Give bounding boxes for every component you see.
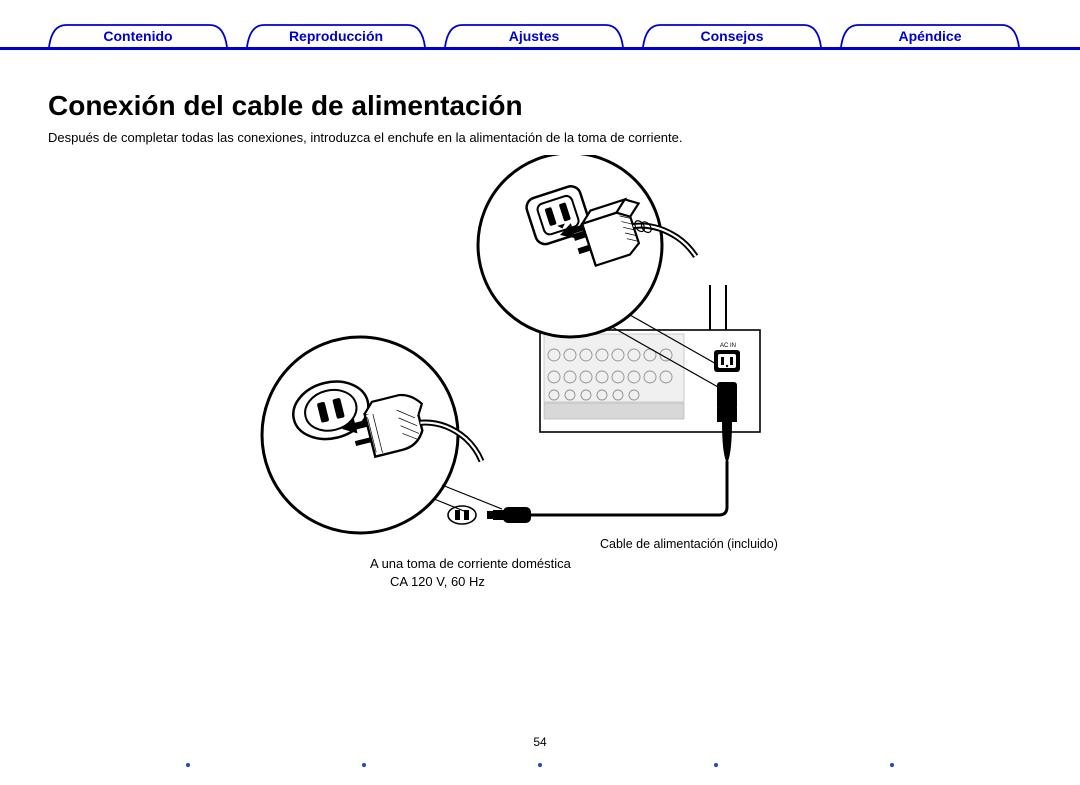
ac-in-label: AC IN [720, 343, 736, 349]
footer-dot [714, 763, 718, 767]
tab-label: Contenido [103, 28, 172, 44]
caption-spec: CA 120 V, 60 Hz [390, 574, 485, 589]
tab-label: Ajustes [509, 28, 560, 44]
page-title: Conexión del cable de alimentación [48, 90, 1032, 122]
nav-tabs: Contenido Reproducción Ajustes Consejos … [0, 24, 1080, 48]
tab-contenido[interactable]: Contenido [48, 24, 228, 48]
tab-label: Reproducción [289, 28, 383, 44]
nav-container: Contenido Reproducción Ajustes Consejos … [0, 24, 1080, 72]
caption-outlet: A una toma de corriente doméstica [370, 556, 571, 571]
tab-reproduccion[interactable]: Reproducción [246, 24, 426, 48]
intro-text: Después de completar todas las conexione… [48, 130, 1032, 145]
diagram-area: AC IN [220, 155, 860, 605]
footer-dot [362, 763, 366, 767]
wall-plug-mini [488, 508, 530, 522]
tab-label: Apéndice [898, 28, 961, 44]
tab-consejos[interactable]: Consejos [642, 24, 822, 48]
footer-dots [0, 763, 1080, 767]
footer-dot [890, 763, 894, 767]
footer-dot [186, 763, 190, 767]
footer-dot [538, 763, 542, 767]
tab-apendice[interactable]: Apéndice [840, 24, 1020, 48]
tab-ajustes[interactable]: Ajustes [444, 24, 624, 48]
detail-circle-wallplug [262, 337, 502, 533]
tab-label: Consejos [700, 28, 763, 44]
wall-outlet-mini [448, 506, 476, 524]
caption-cable: Cable de alimentación (incluido) [600, 537, 778, 551]
page-number: 54 [0, 735, 1080, 749]
